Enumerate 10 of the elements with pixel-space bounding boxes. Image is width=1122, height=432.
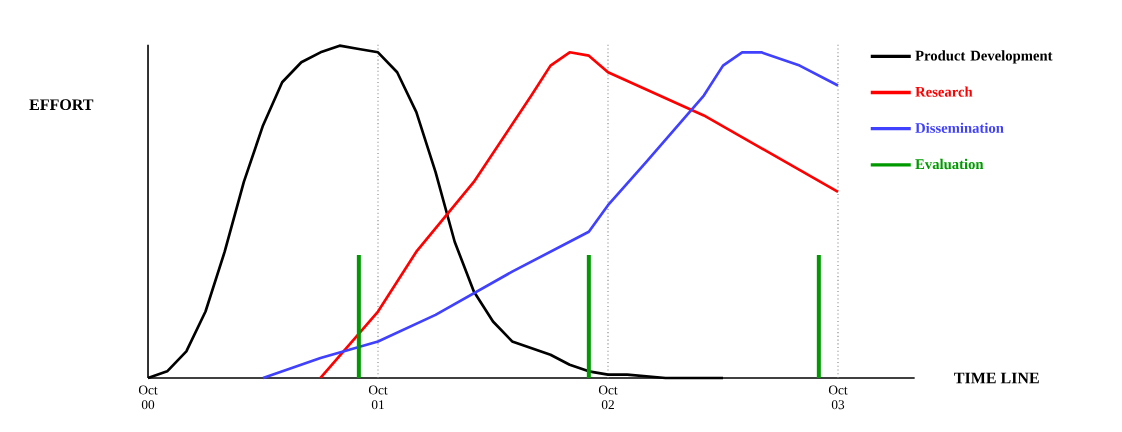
legend-label: Evaluation: [915, 158, 984, 170]
legend-label: Dissemination: [915, 122, 1004, 133]
x-axis-title: TIME LINE: [954, 372, 1039, 384]
x-tick-label: Oct 01: [368, 385, 388, 410]
legend-label: Research: [915, 86, 973, 97]
x-tick-label: Oct 00: [138, 385, 158, 410]
legend-label: Product Development: [915, 50, 1053, 64]
x-tick-label: Oct 03: [828, 385, 848, 410]
y-axis-title: EFFORT: [29, 99, 94, 111]
x-tick-label: Oct 02: [598, 385, 618, 410]
